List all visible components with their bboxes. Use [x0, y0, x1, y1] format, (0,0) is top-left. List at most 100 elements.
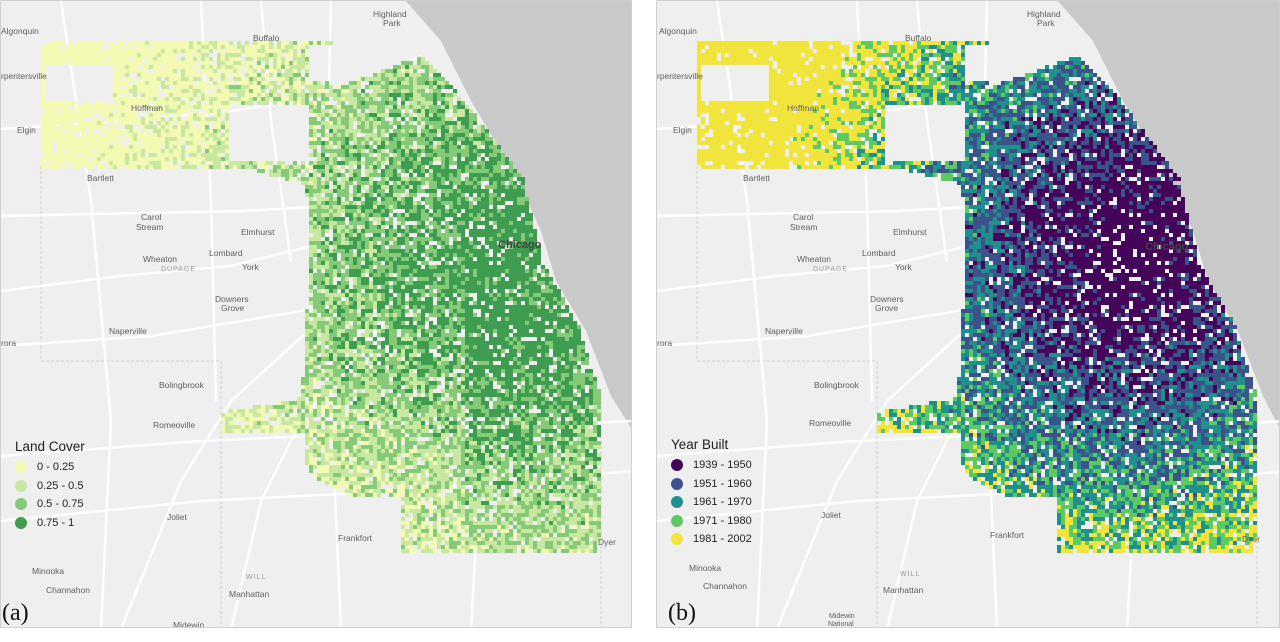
- map-cell: [185, 49, 189, 53]
- map-cell: [433, 249, 437, 253]
- map-a[interactable]: Algonquin Highland Park Buffalo rpenters…: [0, 0, 632, 628]
- map-cell: [61, 105, 65, 109]
- map-cell: [301, 161, 305, 165]
- map-cell: [457, 209, 461, 213]
- map-cell: [325, 237, 329, 241]
- map-cell: [477, 281, 481, 285]
- map-cell: [45, 129, 49, 133]
- map-cell: [225, 133, 229, 137]
- map-cell: [325, 209, 329, 213]
- map-cell: [361, 349, 365, 353]
- map-cell: [465, 265, 469, 269]
- map-cell: [437, 89, 441, 93]
- map-cell: [133, 149, 137, 153]
- map-cell: [353, 161, 357, 165]
- map-cell: [513, 249, 517, 253]
- map-cell: [113, 153, 117, 157]
- map-cell: [445, 261, 449, 265]
- map-cell: [141, 165, 145, 169]
- map-cell: [493, 285, 497, 289]
- map-cell: [533, 229, 537, 233]
- map-cell: [45, 49, 49, 53]
- map-cell: [221, 65, 225, 69]
- map-cell: [517, 229, 521, 233]
- map-cell: [529, 233, 533, 237]
- map-cell: [377, 121, 381, 125]
- map-cell: [337, 181, 341, 185]
- map-cell: [421, 309, 425, 313]
- map-cell: [393, 297, 397, 301]
- map-cell: [213, 161, 217, 165]
- map-cell: [381, 357, 385, 361]
- map-cell: [169, 165, 173, 169]
- map-cell: [265, 49, 269, 53]
- map-cell: [345, 85, 349, 89]
- map-cell: [217, 61, 221, 65]
- map-cell: [281, 85, 285, 89]
- map-cell: [529, 341, 533, 345]
- map-cell: [457, 173, 461, 177]
- map-cell: [197, 93, 201, 97]
- map-cell: [477, 133, 481, 137]
- map-cell: [345, 113, 349, 117]
- map-cell: [397, 281, 401, 285]
- map-cell: [529, 213, 533, 217]
- map-cell: [349, 149, 353, 153]
- map-cell: [321, 225, 325, 229]
- map-cell: [253, 49, 257, 53]
- map-cell: [85, 53, 89, 57]
- map-cell: [409, 217, 413, 221]
- map-cell: [505, 261, 509, 265]
- map-cell: [469, 321, 473, 325]
- map-cell: [409, 329, 413, 333]
- map-cell: [353, 105, 357, 109]
- map-cell: [537, 249, 541, 253]
- map-cell: [121, 81, 125, 85]
- map-cell: [573, 345, 577, 349]
- map-cell: [453, 265, 457, 269]
- map-cell: [189, 129, 193, 133]
- map-cell: [97, 53, 101, 57]
- map-cell: [45, 157, 49, 161]
- map-cell: [573, 325, 577, 329]
- map-cell: [577, 345, 581, 349]
- map-cell: [281, 81, 285, 85]
- map-cell: [441, 289, 445, 293]
- map-cell: [417, 249, 421, 253]
- map-cell: [369, 125, 373, 129]
- map-cell: [313, 309, 317, 313]
- map-cell: [489, 229, 493, 233]
- map-cell: [569, 317, 573, 321]
- map-cell: [497, 229, 501, 233]
- map-cell: [361, 221, 365, 225]
- map-cell: [161, 45, 165, 49]
- map-cell: [145, 113, 149, 117]
- map-cell: [313, 145, 317, 149]
- map-cell: [401, 257, 405, 261]
- map-cell: [209, 97, 213, 101]
- map-cell: [385, 281, 389, 285]
- map-cell: [537, 273, 541, 277]
- map-cell: [109, 165, 113, 169]
- map-cell: [337, 269, 341, 273]
- map-cell: [225, 89, 229, 93]
- map-cell: [349, 309, 353, 313]
- map-cell: [129, 129, 133, 133]
- map-cell: [373, 225, 377, 229]
- map-cell: [389, 225, 393, 229]
- map-cell: [401, 249, 405, 253]
- map-cell: [113, 81, 117, 85]
- map-cell: [41, 101, 45, 105]
- map-cell: [421, 197, 425, 201]
- map-cell: [537, 297, 541, 301]
- map-cell: [541, 309, 545, 313]
- map-cell: [453, 261, 457, 265]
- map-cell: [317, 257, 321, 261]
- map-cell: [393, 265, 397, 269]
- map-cell: [545, 285, 549, 289]
- map-cell: [197, 101, 201, 105]
- map-cell: [473, 317, 477, 321]
- map-cell: [133, 141, 137, 145]
- map-cell: [41, 133, 45, 137]
- map-cell: [357, 193, 361, 197]
